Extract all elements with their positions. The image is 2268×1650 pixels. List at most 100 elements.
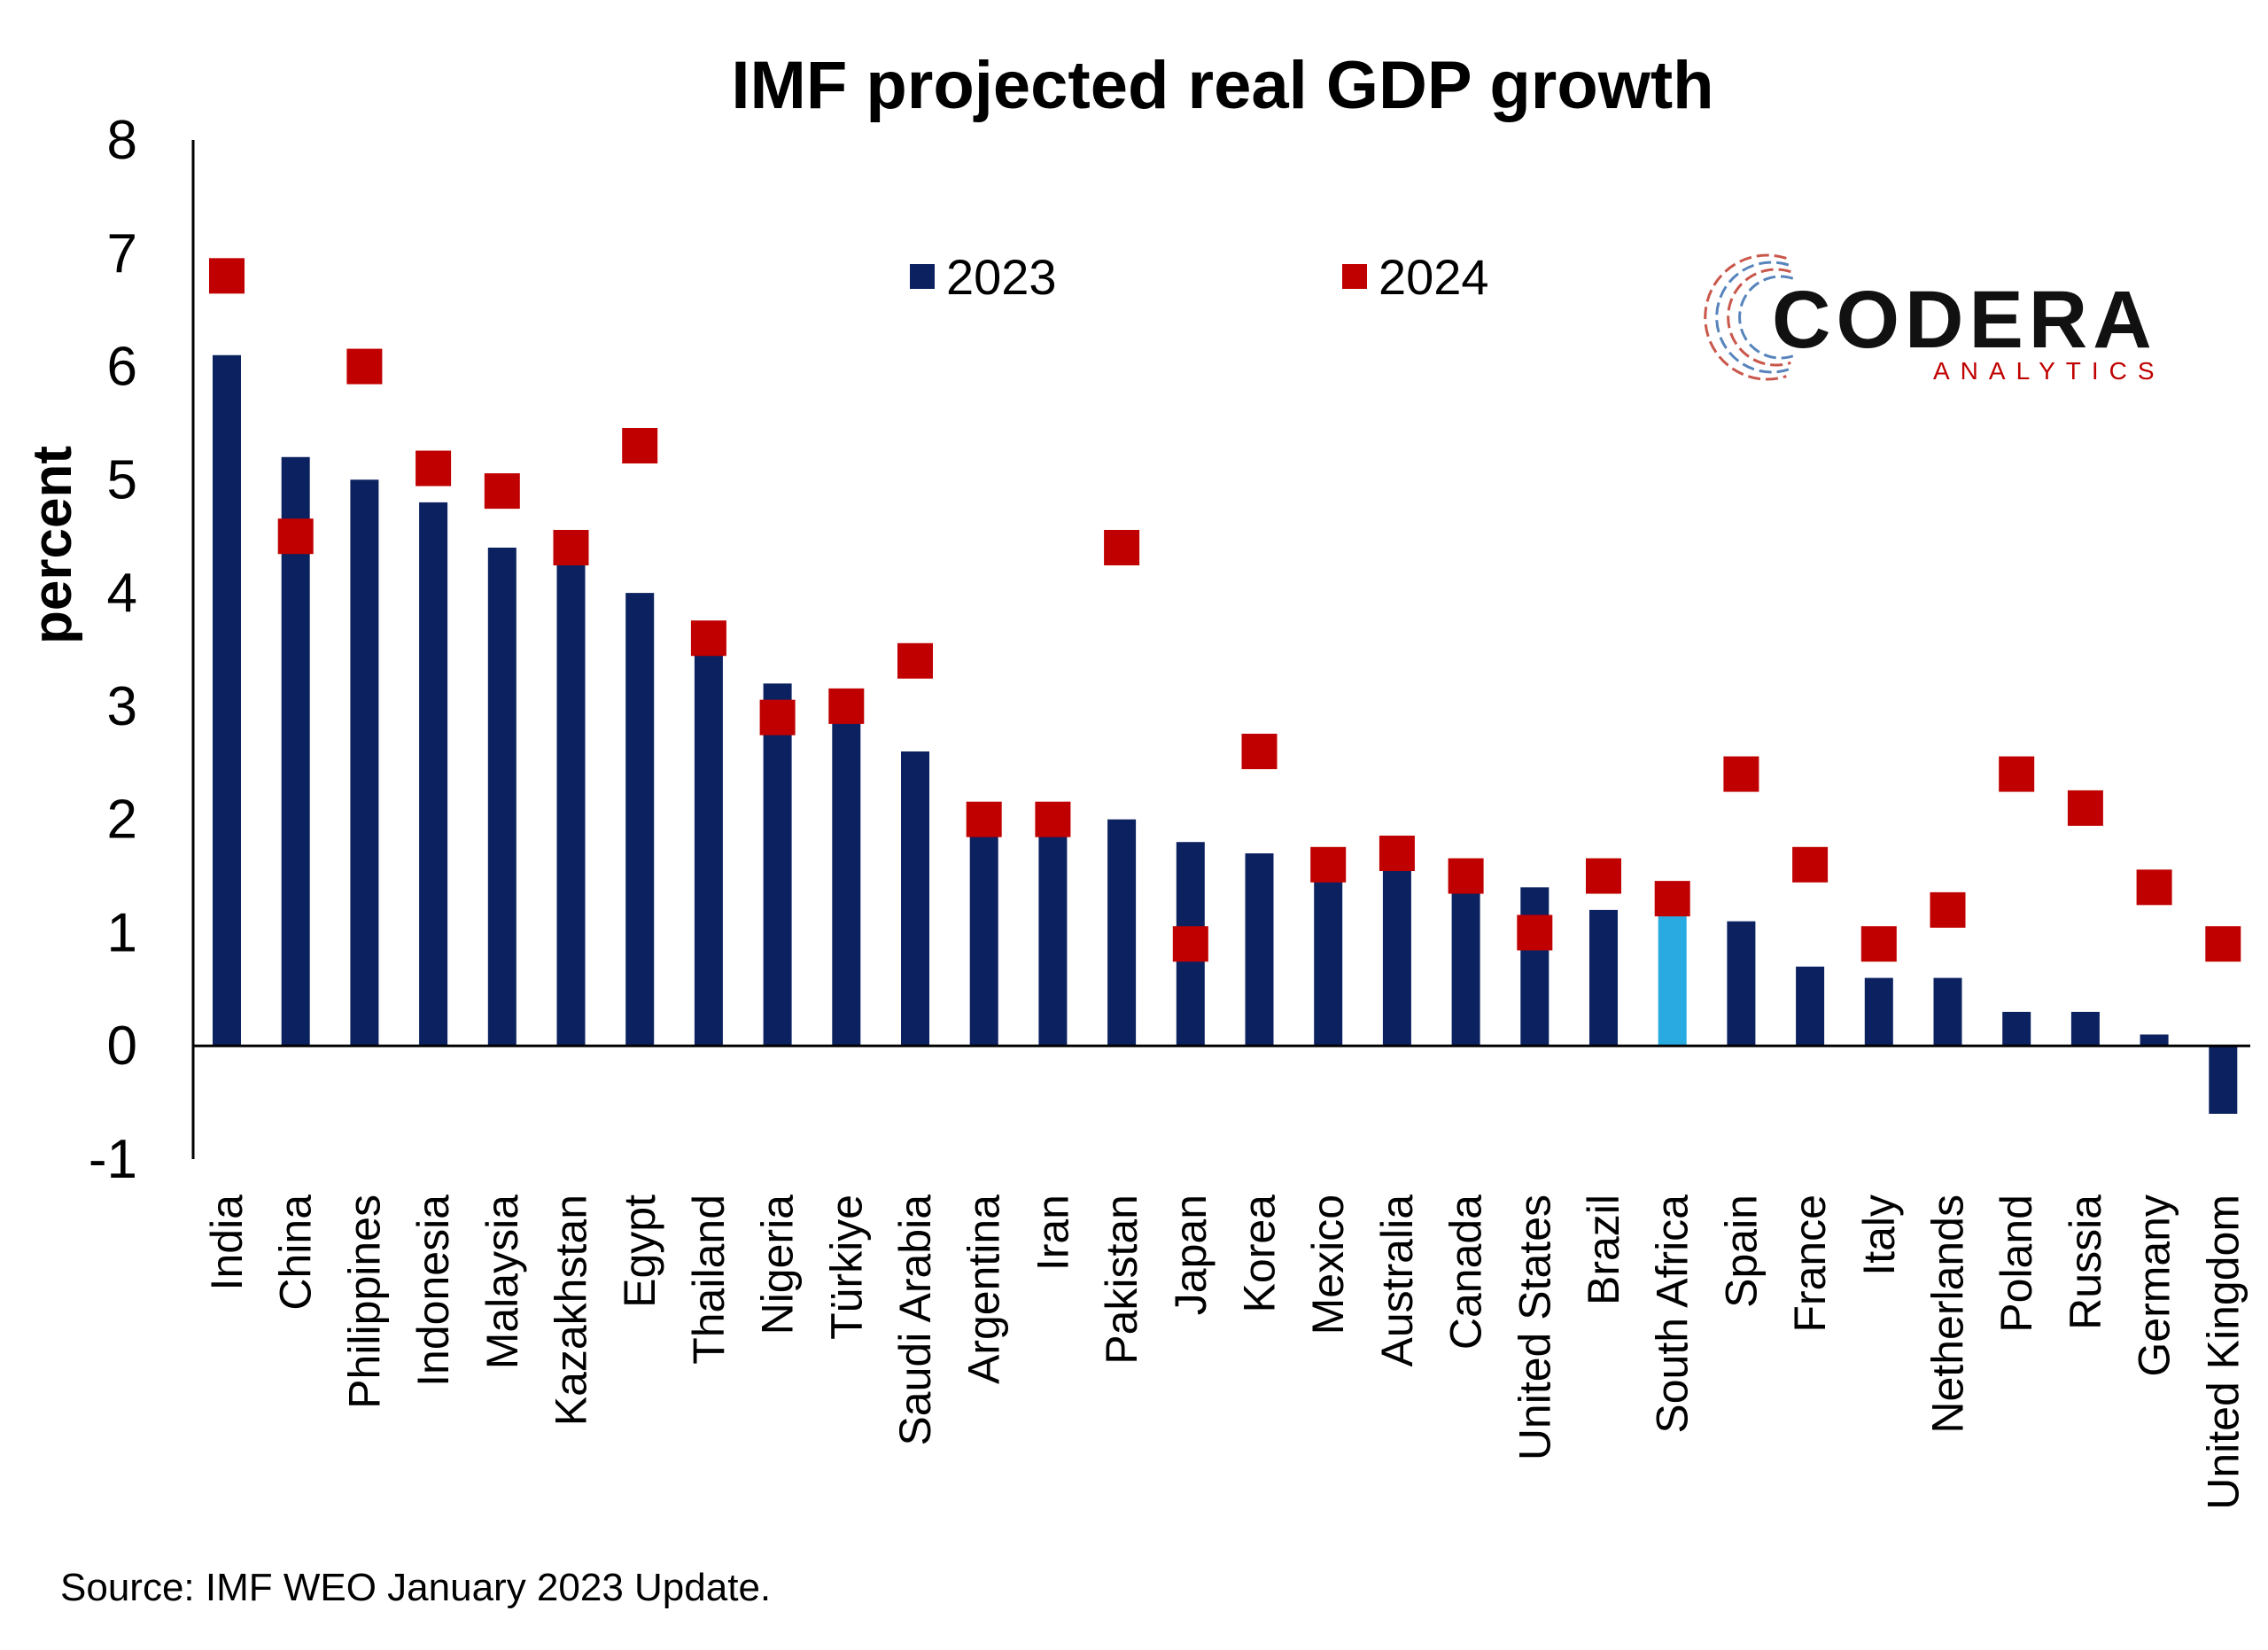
x-category-label: Germany — [2130, 1195, 2179, 1377]
legend: 2023 2024 — [910, 249, 1489, 305]
marker-2024 — [416, 450, 452, 486]
marker-2024 — [1792, 846, 1829, 883]
x-category-label: Poland — [1992, 1195, 2041, 1333]
marker-2024 — [966, 801, 1002, 837]
x-category-label: South Africa — [1648, 1195, 1697, 1434]
bar-2023 — [1107, 819, 1137, 1047]
marker-2024 — [2205, 926, 2241, 962]
y-tick-label: -1 — [89, 1129, 137, 1190]
y-tick-label: 6 — [107, 337, 137, 398]
bar-2023 — [419, 502, 448, 1047]
bar-2023 — [1796, 966, 1825, 1047]
y-tick-label: 3 — [107, 676, 137, 737]
bar-2023 — [1038, 830, 1068, 1047]
marker-2024 — [1586, 858, 1621, 894]
marker-2024 — [1517, 915, 1553, 951]
y-axis-label: percent — [22, 446, 83, 644]
bar-2023 — [2140, 1034, 2169, 1047]
x-category-label: Egypt — [615, 1195, 664, 1308]
y-tick-label: 8 — [107, 110, 137, 171]
marker-2024 — [828, 688, 865, 724]
x-category-label: United States — [1510, 1195, 1559, 1460]
x-category-label: Philippines — [339, 1195, 389, 1409]
logo-circuit-mark — [1704, 253, 1794, 381]
axes — [191, 140, 2250, 1159]
legend-swatch-2023 — [910, 264, 935, 289]
marker-2024 — [1035, 801, 1071, 837]
bar-2023 — [694, 650, 723, 1047]
bar-2023 — [901, 751, 929, 1047]
x-category-label: Russia — [2061, 1195, 2110, 1330]
y-tick-label: 4 — [107, 563, 137, 624]
logo-ring — [1704, 253, 1787, 381]
marker-2024 — [484, 473, 520, 510]
x-category-label: Korea — [1235, 1195, 1285, 1313]
marker-2024 — [1241, 734, 1278, 769]
x-category-label: France — [1785, 1195, 1835, 1333]
marker-2024 — [1860, 926, 1897, 962]
marker-2024 — [1723, 756, 1759, 792]
bar-2023 — [1520, 887, 1550, 1047]
legend-label-2024: 2024 — [1379, 249, 1489, 305]
bar-2023 — [763, 683, 792, 1047]
bar-2023 — [2209, 1046, 2238, 1114]
x-category-label: India — [202, 1195, 252, 1291]
x-category-label: United Kingdom — [2198, 1195, 2248, 1510]
y-tick-label: 2 — [107, 790, 137, 851]
legend-label-2023: 2023 — [946, 249, 1057, 305]
x-axis-category-labels: India China Philippines Indonesia Malaysia Ka… — [202, 1195, 2248, 1510]
x-category-label: Pakistan — [1097, 1195, 1146, 1365]
marker-2024 — [1999, 756, 2035, 792]
x-category-label: Saudi Arabia — [890, 1195, 940, 1446]
legend-swatch-2024 — [1342, 264, 1367, 289]
marker-2024 — [690, 620, 726, 657]
bar-2023 — [1245, 853, 1274, 1047]
bar-2023 — [2002, 1011, 2031, 1047]
x-category-label: Thailand — [684, 1195, 734, 1365]
bar-2023 — [1658, 909, 1687, 1047]
marker-2024 — [897, 642, 933, 679]
y-tick-label: 7 — [107, 223, 137, 284]
bar-2023 — [281, 456, 310, 1047]
marker-2024 — [1310, 846, 1347, 883]
x-category-label: China — [271, 1195, 321, 1311]
codera-logo: CODERA ANALYTICS — [1704, 253, 2165, 385]
bar-2023 — [350, 479, 379, 1047]
x-category-label: Kazakhstan — [547, 1195, 596, 1426]
markers-2024 — [209, 258, 2241, 962]
marker-2024 — [1104, 530, 1140, 565]
marker-2024 — [553, 530, 589, 565]
x-category-label: Australia — [1372, 1195, 1422, 1367]
bar-2023 — [1451, 887, 1480, 1047]
x-category-label: Nigeria — [753, 1195, 803, 1335]
y-tick-label: 5 — [107, 449, 137, 510]
marker-2024 — [1379, 836, 1415, 871]
logo-ring — [1738, 275, 1794, 360]
logo-tagline: ANALYTICS — [1933, 357, 2165, 385]
bar-2023 — [2070, 1011, 2100, 1047]
x-category-label: Mexico — [1303, 1195, 1353, 1335]
x-category-label: Türkiye — [821, 1195, 871, 1340]
chart-title: IMF projected real GDP growth — [731, 48, 1713, 123]
marker-2024 — [759, 699, 796, 735]
bar-2023 — [556, 558, 586, 1047]
bar-2023 — [1314, 876, 1343, 1047]
bar-2023 — [832, 717, 861, 1047]
marker-2024 — [622, 428, 658, 463]
bar-2023 — [1382, 864, 1411, 1047]
bars-2023 — [213, 354, 2238, 1114]
x-category-label: Iran — [1028, 1195, 1077, 1271]
marker-2024 — [277, 518, 314, 555]
y-axis-ticks: 8 7 6 5 4 3 2 1 0 -1 — [89, 110, 137, 1190]
x-category-label: Argentina — [959, 1195, 1009, 1384]
bar-2023 — [625, 593, 655, 1047]
bar-2023 — [1589, 909, 1618, 1047]
x-category-label: Spain — [1716, 1195, 1766, 1308]
marker-2024 — [346, 348, 383, 385]
x-category-label: Netherlands — [1923, 1195, 1973, 1434]
x-category-label: Canada — [1441, 1195, 1491, 1350]
marker-2024 — [209, 258, 245, 294]
x-category-label: Malaysia — [478, 1195, 527, 1369]
marker-2024 — [1448, 858, 1484, 894]
